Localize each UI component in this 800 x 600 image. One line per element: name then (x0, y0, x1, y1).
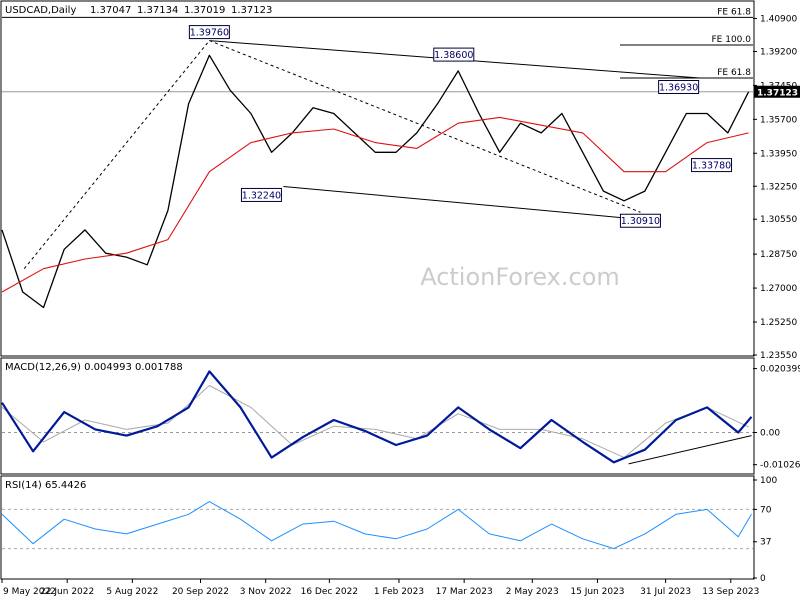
x-tick-label: 5 Aug 2022 (106, 587, 158, 597)
y-tick-label: 1.30550 (760, 215, 797, 225)
x-tick-label: 31 Jul 2023 (640, 587, 691, 597)
y-tick-label: 1.23550 (760, 351, 797, 361)
trendline-3 (209, 40, 641, 213)
fib-level-label: FE 61.8 (717, 68, 751, 78)
price-grid: FE 61.8 FE 100.0 FE 61.8 (2, 7, 753, 93)
y-tick-label: 37 (760, 538, 771, 548)
pivot-label: 1.36930 (659, 82, 698, 93)
pivot-label-box (433, 47, 475, 62)
y-tick-label: 1.27000 (760, 284, 797, 294)
price-yaxis: 1.409001.392001.374501.357001.339501.322… (753, 14, 800, 361)
watermark-text: ActionForex.com (420, 263, 620, 291)
x-tick-label: 3 Nov 2022 (240, 587, 292, 597)
y-tick-label: 70 (760, 505, 772, 515)
rsi-lines (1, 501, 752, 550)
trendline-2 (23, 40, 210, 270)
y-tick-label: 1.35700 (760, 115, 797, 125)
y-tick-label: 1.25250 (760, 318, 797, 328)
price-ohlc-low: 1.37019 (184, 5, 225, 16)
rsi-panel: 100 70 37 0 RSI(14) 65.4426 (0, 475, 777, 584)
rsi-panel-frame (0, 475, 755, 580)
x-tick-label: 2 May 2023 (506, 587, 559, 597)
rsi-yaxis: 100 70 37 0 (753, 476, 777, 584)
fib-level-label: FE 61.8 (717, 7, 751, 17)
price-panel-frame (0, 0, 755, 357)
price-title: USDCAD,Daily (5, 5, 76, 16)
pivot-label: 1.39760 (190, 28, 229, 39)
series-line-0 (1, 501, 752, 550)
x-tick-label: 20 Sep 2022 (172, 587, 229, 597)
series-line-0 (1, 54, 750, 309)
price-ohlc-close: 1.37123 (231, 5, 272, 16)
current-price-badge (754, 85, 800, 98)
y-tick-label: 0.020399 (760, 365, 800, 375)
price-ohlc-open: 1.37047 (90, 5, 131, 16)
x-tick-label: 15 Jun 2023 (570, 587, 624, 597)
price-pivots: 1.39760 1.38600 1.36930 1.32240 1.33780 1.309… (188, 25, 733, 228)
series-line-1 (1, 370, 753, 464)
macd-lines (1, 370, 753, 465)
macd-trendline (628, 435, 752, 465)
x-tick-label: 17 Mar 2023 (436, 587, 493, 597)
pivot-label-box (691, 158, 733, 173)
pivot-label: 1.33780 (692, 161, 731, 172)
y-tick-label: 0.00 (760, 429, 780, 439)
x-tick-label: 13 Sep 2023 (702, 587, 759, 597)
rsi-grid (2, 508, 753, 550)
pivot-label: 1.32240 (242, 190, 281, 201)
pivot-label-box (240, 187, 282, 202)
y-tick-label: 1.28750 (760, 250, 797, 260)
x-tick-label: 22 Jun 2022 (40, 587, 94, 597)
macd-title: MACD(12,26,9) 0.004993 0.001788 (5, 362, 183, 373)
y-tick-label: 0 (760, 574, 766, 584)
current-price-label: 1.37123 (757, 89, 798, 99)
pivot-label-box (658, 79, 700, 94)
pivot-label: 1.30910 (621, 216, 660, 227)
rsi-title: RSI(14) 65.4426 (5, 480, 86, 491)
y-tick-label: 1.40900 (760, 14, 797, 24)
y-tick-label: 1.33950 (760, 149, 797, 159)
x-tick-label: 16 Dec 2022 (301, 587, 359, 597)
price-ohlc-high: 1.37134 (137, 5, 178, 16)
macd-panel: 0.020399 0.00 -0.01026 MACD(12,26,9) 0.004… (0, 357, 800, 475)
macd-yaxis: 0.020399 0.00 -0.01026 (753, 365, 800, 471)
y-tick-label: 1.39200 (760, 47, 797, 57)
y-tick-label: 1.32250 (760, 182, 797, 192)
y-tick-label: 100 (760, 476, 777, 486)
pivot-label: 1.38600 (434, 50, 473, 61)
price-panel: ActionForex.com FE 61.8 FE 100.0 FE 61.8 1… (0, 0, 800, 361)
series-line-1 (1, 116, 749, 293)
trendline-1 (283, 185, 650, 221)
x-tick-label: 1 Feb 2023 (374, 587, 424, 597)
x-tick-label: 9 May 2022 (3, 587, 56, 597)
y-tick-label: -0.01026 (760, 461, 800, 471)
pivot-label-box (619, 213, 661, 228)
pivot-label-box (188, 25, 230, 40)
fib-level-label: FE 100.0 (712, 35, 752, 45)
macd-panel-frame (0, 357, 755, 475)
